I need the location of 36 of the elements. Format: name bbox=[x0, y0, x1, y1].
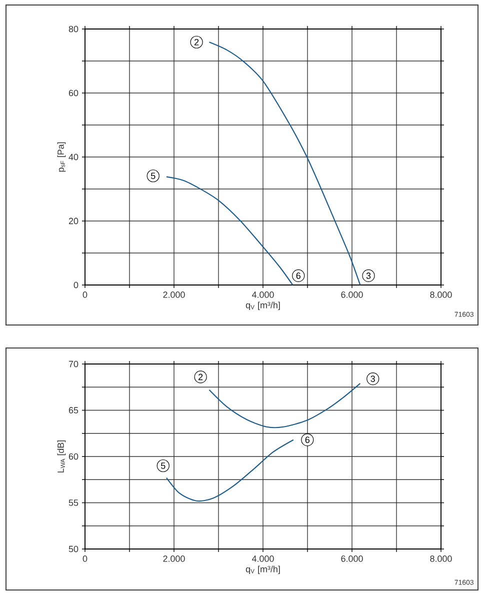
x-tick-label: 4.000 bbox=[252, 292, 274, 298]
line-series bbox=[166, 176, 294, 286]
x-tick-label: 2.000 bbox=[163, 292, 185, 298]
y-tick-label: 60 bbox=[68, 90, 78, 96]
line-series bbox=[208, 42, 361, 286]
y-tick-label: 0 bbox=[74, 282, 78, 288]
line-series bbox=[208, 382, 361, 428]
y-tick-label: 70 bbox=[68, 360, 78, 368]
y-tick-label: 50 bbox=[68, 546, 78, 552]
x-tick-label: 0 bbox=[82, 556, 88, 562]
x-tick-label: 0 bbox=[82, 292, 88, 298]
line-series bbox=[166, 439, 294, 502]
annotation: 6 bbox=[305, 436, 310, 444]
x-tick-label: 8.000 bbox=[430, 556, 452, 562]
x-tick-label: 8.000 bbox=[430, 292, 452, 298]
annotation: 6 bbox=[296, 272, 300, 279]
y-tick-label: 55 bbox=[68, 500, 78, 506]
y-tick-label: 65 bbox=[68, 407, 78, 414]
y-axis-title: L$_{WA}$ [dB] bbox=[57, 440, 66, 472]
x-axis-title: q$_{V}$ [m³/h] bbox=[246, 566, 280, 574]
annotation: 3 bbox=[370, 376, 375, 382]
y-tick-label: 60 bbox=[68, 453, 78, 460]
annotation: 2 bbox=[194, 38, 199, 46]
x-tick-label: 4.000 bbox=[252, 556, 274, 562]
x-tick-label: 2.000 bbox=[163, 556, 185, 562]
annotation: 2 bbox=[198, 374, 203, 380]
x-tick-label: 6.000 bbox=[341, 556, 363, 562]
annotation: 3 bbox=[366, 272, 371, 279]
y-tick-label: 20 bbox=[68, 218, 78, 224]
x-tick-label: 6.000 bbox=[341, 292, 363, 298]
x-axis-title: q$_{V}$ [m³/h] bbox=[246, 302, 280, 310]
y-tick-label: 80 bbox=[68, 26, 78, 32]
annotation: 5 bbox=[161, 462, 166, 469]
y-tick-label: 40 bbox=[68, 154, 78, 160]
annotation: 5 bbox=[150, 172, 156, 180]
y-axis-title: p$_{sF}$ [Pa] bbox=[57, 142, 66, 172]
